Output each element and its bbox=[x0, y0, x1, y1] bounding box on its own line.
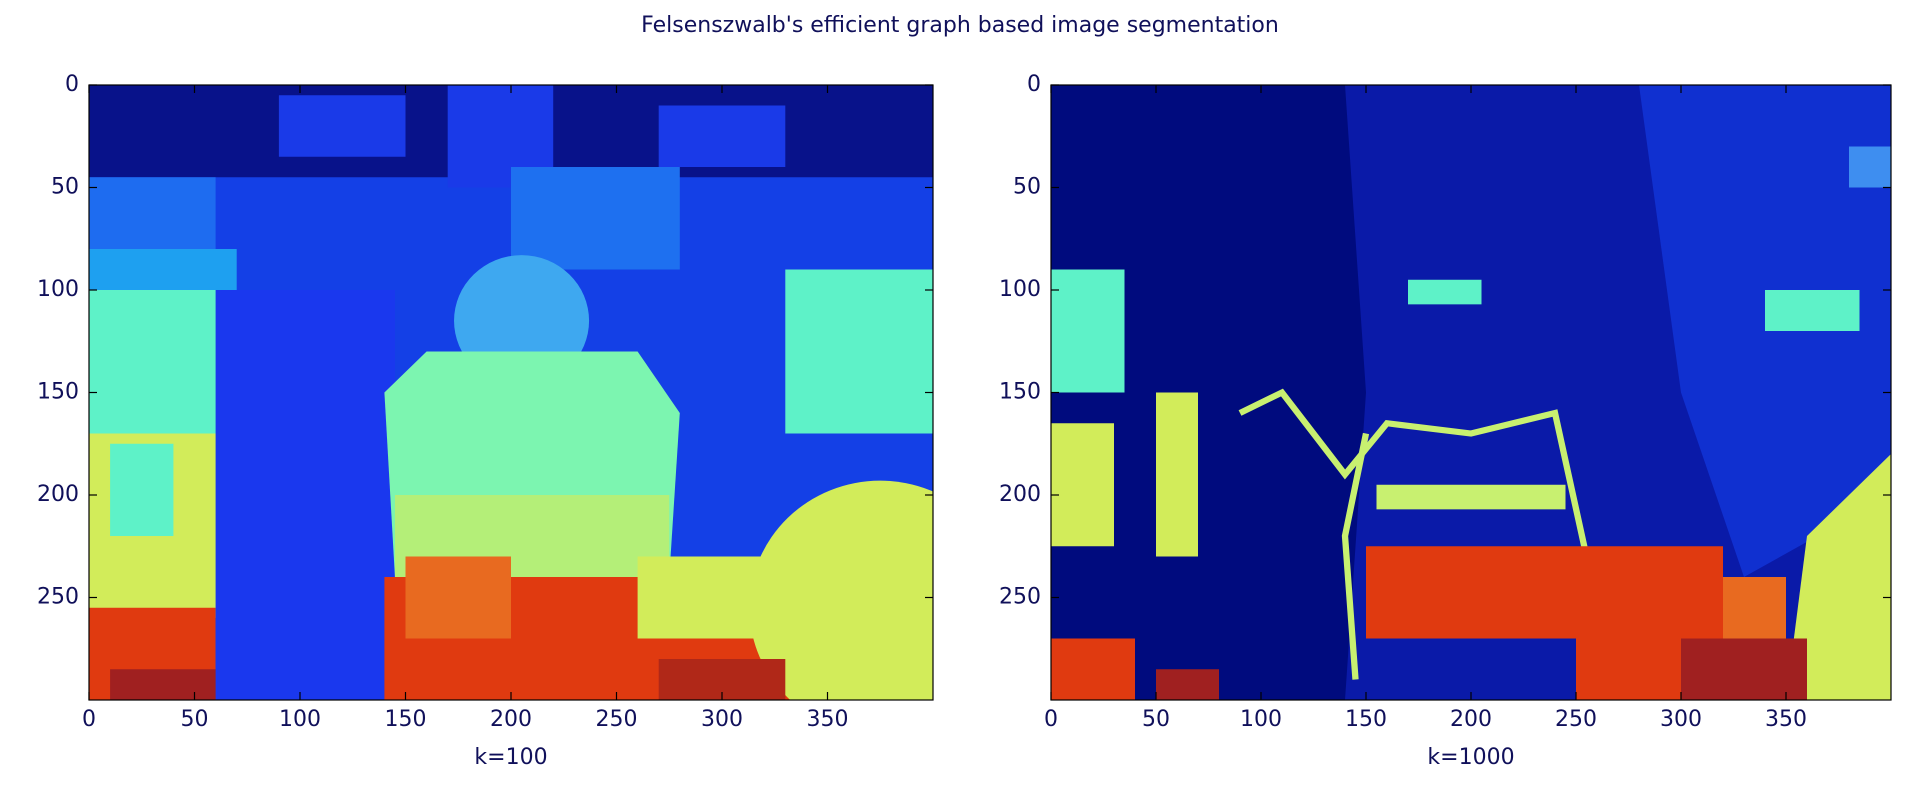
x-tick-label: 100 bbox=[1240, 707, 1282, 732]
y-tick-label: 0 bbox=[1027, 72, 1041, 97]
y-tick-label: 100 bbox=[37, 277, 79, 302]
y-tick-label: 50 bbox=[1013, 175, 1041, 200]
x-tick-label: 150 bbox=[1345, 707, 1387, 732]
x-tick-label: 200 bbox=[1450, 707, 1492, 732]
y-tick-label: 50 bbox=[51, 175, 79, 200]
x-tick-label: 350 bbox=[1765, 707, 1807, 732]
y-tick-label: 200 bbox=[37, 482, 79, 507]
x-tick-label: 150 bbox=[385, 707, 427, 732]
x-axis-label: k=1000 bbox=[1427, 745, 1514, 770]
y-tick-label: 250 bbox=[37, 585, 79, 610]
x-axis-label: k=100 bbox=[474, 745, 547, 770]
x-tick-label: 50 bbox=[1142, 707, 1170, 732]
y-tick-label: 150 bbox=[999, 380, 1041, 405]
x-tick-label: 50 bbox=[181, 707, 209, 732]
x-tick-label: 100 bbox=[279, 707, 321, 732]
x-tick-label: 0 bbox=[1044, 707, 1058, 732]
y-tick-label: 150 bbox=[37, 380, 79, 405]
y-tick-label: 250 bbox=[999, 585, 1041, 610]
x-tick-label: 250 bbox=[1555, 707, 1597, 732]
segmentation-image bbox=[1051, 85, 1891, 700]
y-tick-label: 0 bbox=[65, 72, 79, 97]
x-tick-label: 300 bbox=[1660, 707, 1702, 732]
y-tick-label: 100 bbox=[999, 277, 1041, 302]
x-tick-label: 300 bbox=[701, 707, 743, 732]
x-tick-label: 0 bbox=[82, 707, 96, 732]
x-tick-label: 350 bbox=[807, 707, 849, 732]
figure-title: Felsenszwalb's efficient graph based ima… bbox=[641, 13, 1279, 38]
y-tick-label: 200 bbox=[999, 482, 1041, 507]
x-tick-label: 250 bbox=[596, 707, 638, 732]
segmentation-image bbox=[89, 85, 933, 700]
x-tick-label: 200 bbox=[490, 707, 532, 732]
